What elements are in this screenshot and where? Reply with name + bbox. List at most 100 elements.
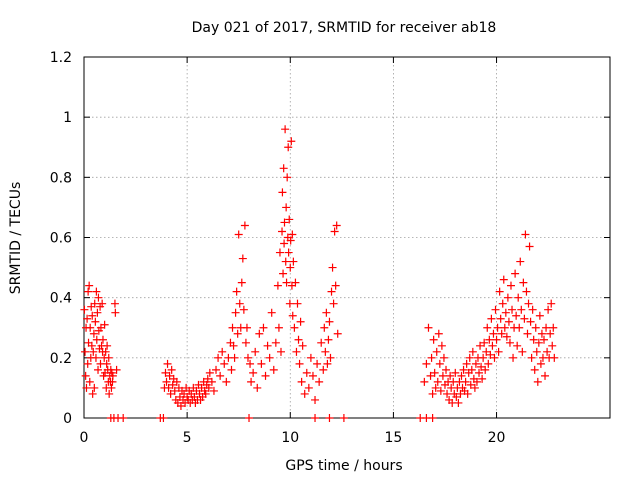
- data-point: [457, 371, 466, 380]
- data-point: [285, 299, 294, 308]
- data-point: [496, 314, 505, 323]
- data-point: [218, 347, 227, 356]
- x-axis-label: GPS time / hours: [285, 458, 402, 474]
- data-point: [280, 239, 289, 248]
- data-point: [209, 386, 218, 395]
- data-point: [480, 338, 489, 347]
- data-point: [166, 389, 175, 398]
- data-point: [286, 263, 295, 272]
- data-point: [319, 365, 328, 374]
- data-point: [436, 386, 445, 395]
- data-point: [278, 188, 287, 197]
- data-point: [257, 359, 266, 368]
- data-point: [505, 338, 514, 347]
- data-point: [537, 329, 546, 338]
- data-point: [295, 359, 304, 368]
- data-point: [428, 414, 437, 422]
- data-point: [119, 414, 128, 422]
- data-point: [111, 308, 120, 317]
- data-point: [83, 359, 92, 368]
- data-point: [476, 341, 485, 350]
- data-point: [201, 389, 210, 398]
- x-tick-label: 0: [80, 430, 89, 446]
- data-point: [324, 335, 333, 344]
- x-tick-label: 15: [384, 430, 402, 446]
- data-point: [276, 347, 285, 356]
- data-point: [525, 242, 534, 251]
- data-point: [232, 287, 241, 296]
- data-point: [267, 308, 276, 317]
- axis-ticks: [83, 56, 610, 419]
- data-points: [80, 125, 559, 422]
- data-point: [308, 371, 317, 380]
- data-point: [422, 359, 431, 368]
- data-point: [103, 341, 112, 350]
- data-point: [214, 353, 223, 362]
- data-point: [159, 414, 168, 422]
- data-point: [167, 365, 176, 374]
- data-point: [90, 383, 99, 392]
- data-point: [533, 377, 542, 386]
- data-point: [81, 371, 90, 380]
- data-point: [176, 401, 185, 410]
- data-point: [94, 365, 103, 374]
- data-point: [289, 257, 298, 266]
- data-point: [428, 389, 437, 398]
- data-point: [317, 338, 326, 347]
- data-point: [530, 365, 539, 374]
- data-point: [463, 389, 472, 398]
- data-point: [222, 377, 231, 386]
- data-point: [104, 353, 113, 362]
- data-point: [281, 257, 290, 266]
- data-point: [328, 263, 337, 272]
- data-point: [512, 311, 521, 320]
- data-point: [470, 383, 479, 392]
- data-point: [500, 323, 509, 332]
- data-point: [509, 353, 518, 362]
- data-point: [339, 414, 348, 422]
- data-point: [288, 230, 297, 239]
- data-point: [162, 377, 171, 386]
- data-point: [220, 359, 229, 368]
- data-point: [233, 329, 242, 338]
- data-point: [321, 347, 330, 356]
- data-point: [234, 230, 243, 239]
- data-point: [466, 380, 475, 389]
- data-point: [323, 359, 332, 368]
- data-point: [541, 371, 550, 380]
- data-point: [446, 371, 455, 380]
- data-point: [101, 347, 110, 356]
- data-point: [461, 377, 470, 386]
- data-point: [296, 317, 305, 326]
- data-point: [245, 414, 254, 422]
- data-point: [456, 389, 465, 398]
- data-point: [523, 329, 532, 338]
- data-point: [85, 377, 94, 386]
- data-point: [227, 365, 236, 374]
- data-point: [287, 137, 296, 146]
- data-point: [261, 371, 270, 380]
- data-point: [269, 365, 278, 374]
- data-point: [161, 368, 170, 377]
- data-point: [429, 335, 438, 344]
- data-point: [280, 218, 289, 227]
- data-point: [424, 323, 433, 332]
- data-point: [329, 299, 338, 308]
- data-point: [528, 305, 537, 314]
- data-point: [265, 353, 274, 362]
- data-point: [487, 314, 496, 323]
- data-point: [548, 341, 557, 350]
- data-point: [105, 389, 114, 398]
- data-point: [547, 299, 556, 308]
- data-point: [239, 305, 248, 314]
- y-tick-label: 0.6: [50, 231, 72, 247]
- data-point: [279, 269, 288, 278]
- data-point: [286, 236, 295, 245]
- data-point: [291, 278, 300, 287]
- data-point: [243, 353, 252, 362]
- data-point: [284, 248, 293, 257]
- data-point: [451, 368, 460, 377]
- data-point: [495, 287, 504, 296]
- data-point: [205, 368, 214, 377]
- y-tick-label: 0.2: [50, 351, 72, 367]
